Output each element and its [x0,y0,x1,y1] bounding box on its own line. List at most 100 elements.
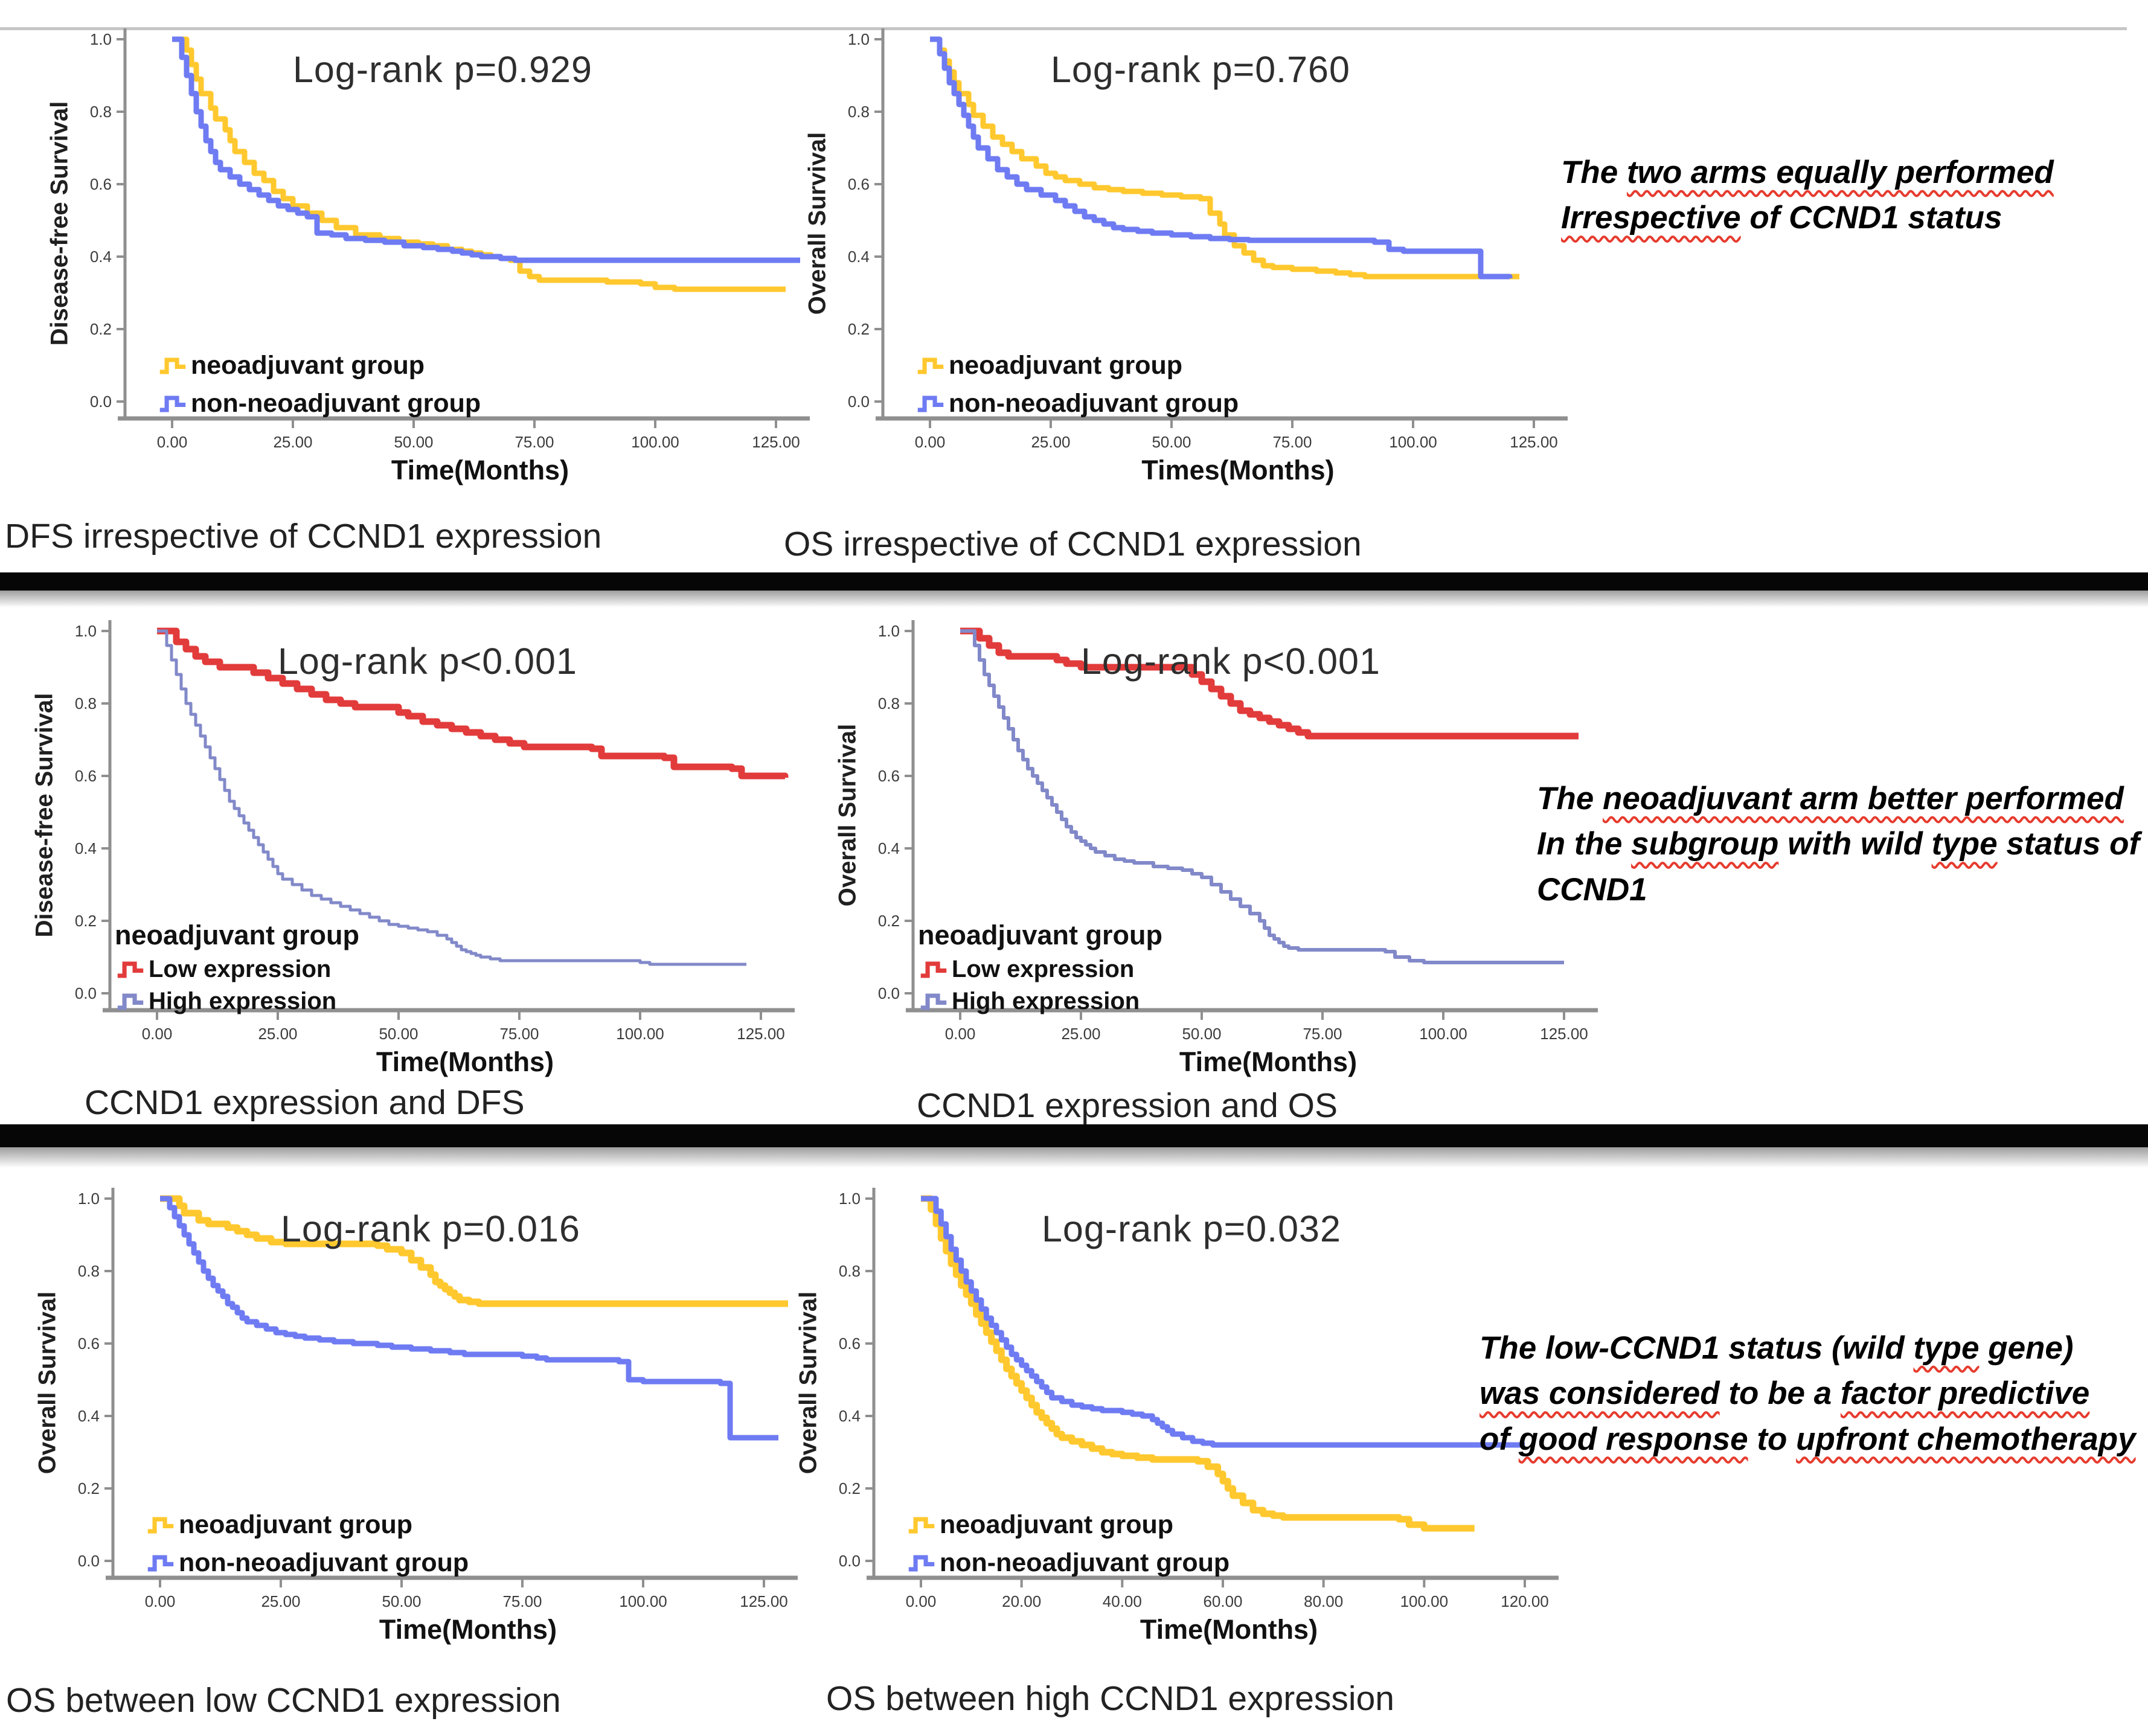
legend-item-label: neoadjuvant group [191,351,425,380]
svg-text:50.00: 50.00 [379,1025,418,1043]
km-panel-ccnd1-dfs: 1.0 0.8 0.6 0.4 0.2 0.0 0.00 25.00 50.00 75.00 100… [18,607,803,1084]
svg-text:100.00: 100.00 [619,1592,667,1610]
annotation-line: The low-CCND1 status (wild type gene) [1480,1330,2074,1366]
legend-item: neoadjuvant group [906,1510,1229,1540]
svg-text:0.8: 0.8 [839,1262,861,1280]
annotation-row1: The two arms equally performed Irrespecti… [1561,150,2054,241]
annotation-line: In the subgroup with wild type status of [1537,826,2140,862]
top-border-line [0,27,2127,30]
legend-item-label: non-neoadjuvant group [940,1548,1230,1577]
legend: neoadjuvant group non-neoadjuvant group [906,1510,1229,1578]
svg-text:25.00: 25.00 [258,1025,297,1043]
svg-text:40.00: 40.00 [1103,1592,1142,1610]
step-line-icon [117,993,144,1010]
legend-item: non-neoadjuvant group [915,389,1239,418]
svg-text:25.00: 25.00 [1031,433,1070,451]
legend-item-label: neoadjuvant group [949,351,1182,380]
legend-item: neoadjuvant group [915,351,1239,380]
svg-text:75.00: 75.00 [502,1592,542,1610]
svg-text:20.00: 20.00 [1002,1592,1041,1610]
survival-plot: 1.0 0.8 0.6 0.4 0.2 0.0 0.00 25.00 50.00 75.00 100… [75,620,795,1043]
legend-item: non-neoadjuvant group [145,1548,469,1578]
svg-text:0.00: 0.00 [142,1025,173,1043]
divider-shadow [0,1147,2148,1168]
km-panel-os-high: 1.0 0.8 0.6 0.4 0.2 0.0 0.00 20.00 40.00 60.00 80.… [782,1174,1567,1651]
legend-item: neoadjuvant group [145,1510,469,1540]
svg-text:0.8: 0.8 [78,1262,100,1280]
svg-text:0.2: 0.2 [848,320,870,338]
svg-text:125.00: 125.00 [740,1592,788,1610]
y-axis-title: Overall Survival [834,723,861,907]
annotation-row3: The low-CCND1 status (wild type gene) was… [1480,1325,2136,1462]
svg-text:100.00: 100.00 [1419,1025,1467,1043]
legend-item: non-neoadjuvant group [157,389,481,418]
svg-text:0.8: 0.8 [75,694,97,713]
svg-text:0.0: 0.0 [839,1552,861,1570]
svg-text:0.00: 0.00 [145,1592,176,1610]
caption-os-all: OS irrespective of CCND1 expression [784,525,1362,563]
legend-item-label: Low expression [952,956,1135,982]
svg-text:0.0: 0.0 [848,392,870,411]
y-axis-title: Overall Survival [795,1291,822,1475]
annotation-line: The neoadjuvant arm better performed [1537,781,2124,816]
svg-text:125.00: 125.00 [1540,1025,1588,1043]
svg-text:100.00: 100.00 [631,433,679,451]
step-line-icon [147,1555,174,1571]
km-panel-os-all: 1.0 0.8 0.6 0.4 0.2 0.0 0.00 25.00 50.00 75.00 100… [791,15,1576,492]
svg-text:0.2: 0.2 [78,1479,100,1497]
svg-text:0.4: 0.4 [75,839,97,857]
legend-item-label: High expression [149,988,337,1014]
legend-item-label: non-neoadjuvant group [949,389,1239,418]
svg-text:75.00: 75.00 [1272,433,1312,451]
x-axis-title: Time(Months) [1179,1046,1358,1077]
svg-text:0.00: 0.00 [945,1025,976,1043]
svg-text:125.00: 125.00 [737,1025,785,1043]
svg-text:80.00: 80.00 [1304,1592,1343,1610]
annotation-line: was considered to be a factor predictive [1480,1376,2090,1412]
step-line-icon [147,1517,174,1533]
legend-item-label: non-neoadjuvant group [191,389,481,418]
x-axis-title: Times(Months) [1141,455,1335,485]
svg-text:0.2: 0.2 [90,320,112,338]
km-panel-os-low: 1.0 0.8 0.6 0.4 0.2 0.0 0.00 25.00 50.00 75.00 100… [21,1174,806,1651]
legend-item-label: High expression [952,988,1140,1014]
step-line-icon [117,961,144,978]
section-divider [0,572,2148,591]
km-panel-ccnd1-os: 1.0 0.8 0.6 0.4 0.2 0.0 0.00 25.00 50.00 75.00 100… [821,607,1606,1084]
svg-text:0.6: 0.6 [78,1334,100,1353]
legend-item: High expression [918,988,1162,1015]
svg-text:0.4: 0.4 [839,1407,861,1425]
survival-plot: 1.0 0.8 0.6 0.4 0.2 0.0 0.00 25.00 50.00 75.00 100… [848,28,1568,451]
svg-text:75.00: 75.00 [515,433,554,451]
svg-text:75.00: 75.00 [1303,1025,1342,1043]
legend-item: neoadjuvant group [157,351,481,380]
svg-text:1.0: 1.0 [78,1190,100,1208]
section-divider [0,1124,2148,1147]
legend: neoadjuvant group non-neoadjuvant group [157,351,481,418]
annotation-line: The two arms equally performed [1561,155,2054,190]
x-axis-title: Time(Months) [376,1046,554,1077]
survival-plot: 1.0 0.8 0.6 0.4 0.2 0.0 0.00 25.00 50.00 75.00 100… [878,620,1598,1043]
svg-text:100.00: 100.00 [616,1025,664,1043]
svg-text:125.00: 125.00 [1510,433,1558,451]
legend-item-label: Low expression [149,956,332,982]
legend-item: non-neoadjuvant group [906,1548,1229,1578]
svg-text:0.6: 0.6 [75,767,97,785]
legend-item: High expression [115,988,359,1015]
step-line-icon [920,961,947,978]
caption-dfs-all: DFS irrespective of CCND1 expression [5,517,602,556]
annotation-line: CCND1 [1537,871,1647,908]
svg-text:0.8: 0.8 [90,103,112,121]
svg-text:0.6: 0.6 [878,767,900,785]
x-axis-title: Time(Months) [391,455,569,485]
svg-text:50.00: 50.00 [1152,433,1191,451]
legend-item-label: neoadjuvant group [179,1510,412,1539]
x-axis-title: Time(Months) [379,1614,557,1645]
annotation-line: of good response to upfront chemotherapy [1480,1421,2136,1457]
svg-text:60.00: 60.00 [1203,1592,1242,1610]
svg-text:50.00: 50.00 [394,433,433,451]
svg-text:125.00: 125.00 [752,433,800,451]
caption-os-low: OS between low CCND1 expression [6,1681,561,1720]
step-line-icon [908,1517,935,1533]
